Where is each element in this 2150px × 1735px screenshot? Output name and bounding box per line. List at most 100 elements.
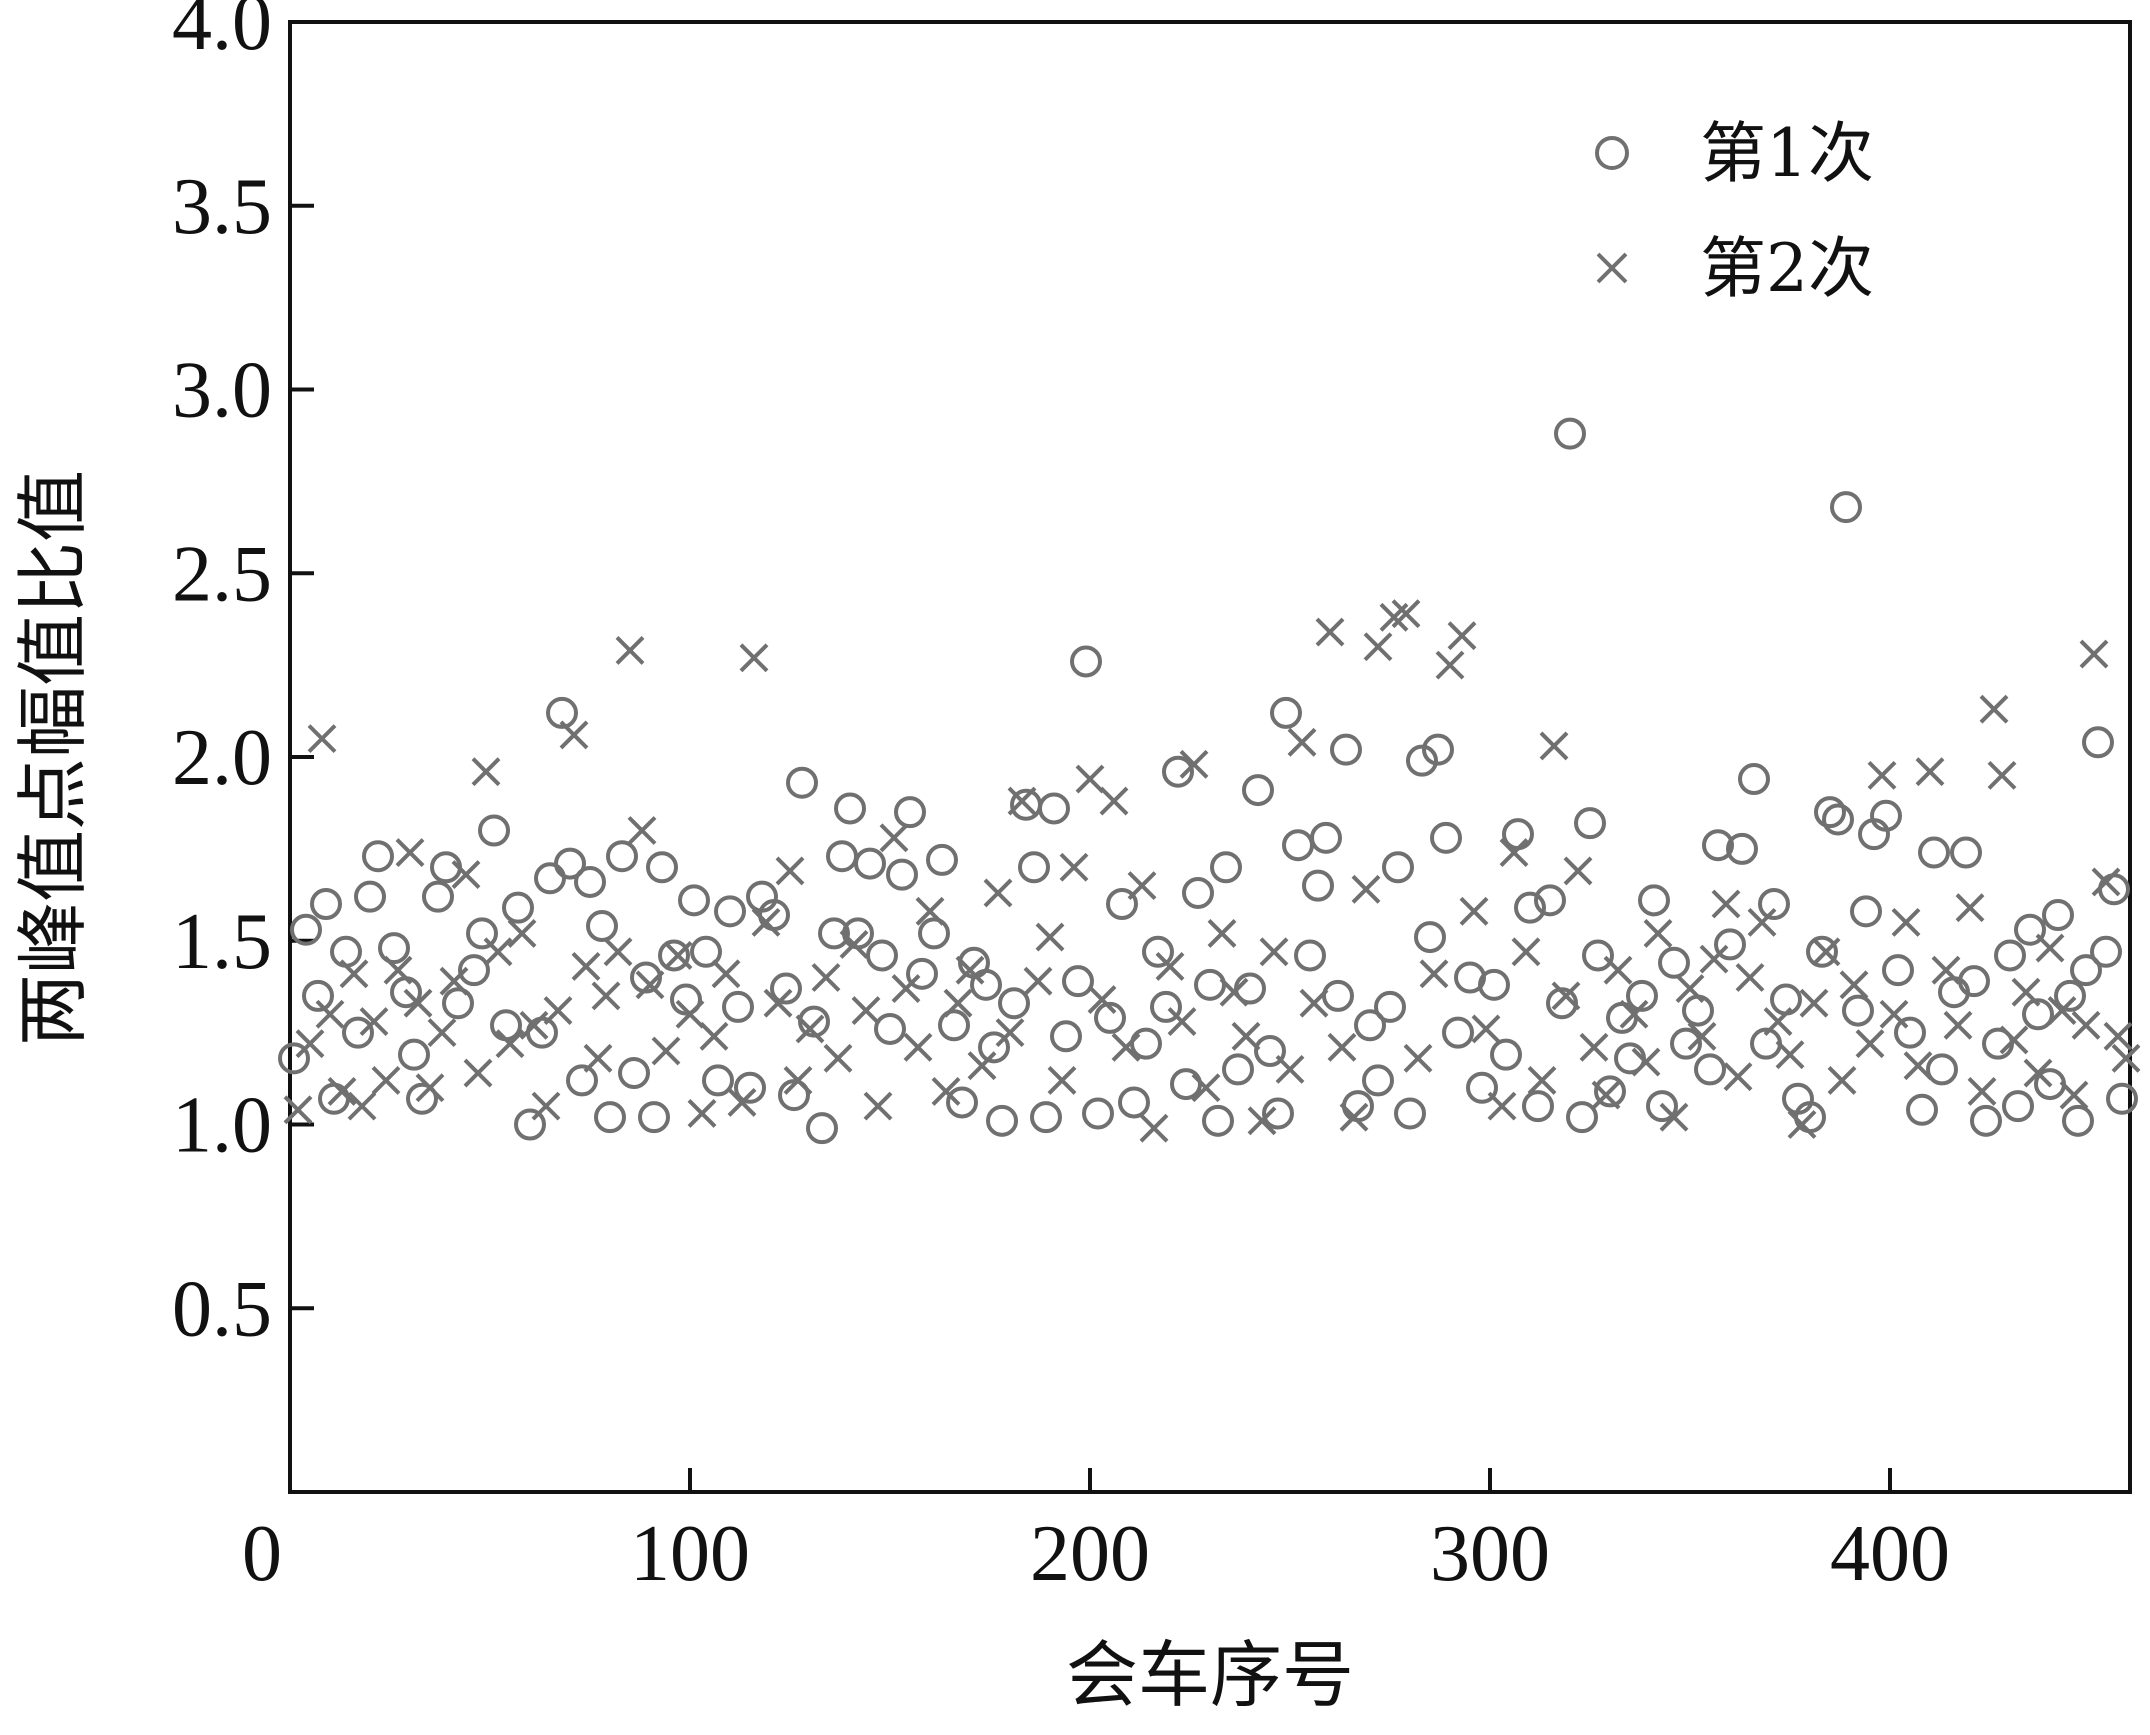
data-point-series-2	[811, 963, 841, 992]
data-point-series-1	[1302, 869, 1334, 902]
data-point-series-1	[1242, 774, 1274, 807]
data-point-series-2	[635, 970, 665, 1000]
data-point-series-2	[1339, 1102, 1369, 1132]
data-point-series-1	[586, 910, 618, 943]
data-point-series-2	[839, 930, 869, 959]
data-point-series-1	[342, 1016, 374, 1049]
data-point-series-1	[1822, 803, 1854, 836]
data-point-series-2	[1931, 955, 1961, 985]
legend-item-series-1: 第1次	[1595, 115, 1874, 192]
data-point-series-2	[1799, 988, 1829, 1018]
data-point-series-1	[1070, 645, 1102, 678]
data-point-series-2	[795, 1014, 825, 1044]
data-point-series-2	[1007, 786, 1037, 816]
data-point-series-1	[678, 884, 710, 917]
data-point-series-1	[362, 840, 394, 873]
data-point-series-2	[1675, 974, 1705, 1003]
data-point-series-2	[1219, 977, 1249, 1007]
data-point-series-1	[1310, 821, 1342, 854]
data-point-series-1	[734, 1071, 766, 1104]
data-point-series-2	[615, 636, 645, 665]
x-tick-label: 0	[242, 1510, 282, 1598]
data-point-series-1	[594, 1101, 626, 1134]
data-point-series-1	[1062, 965, 1094, 998]
data-point-series-1	[1850, 895, 1882, 928]
data-point-series-1	[2090, 935, 2122, 968]
data-point-series-2	[603, 937, 633, 967]
data-point-series-1	[1814, 796, 1846, 829]
data-point-series-2	[751, 907, 781, 937]
legend: 第1次 第2次	[1595, 115, 1874, 307]
data-point-series-2	[891, 974, 921, 1003]
x-tick-label: 100	[630, 1510, 750, 1598]
data-point-series-2	[295, 1029, 325, 1059]
data-point-series-2	[339, 959, 369, 989]
data-point-series-1	[1522, 1090, 1554, 1123]
data-point-series-1	[1094, 1001, 1126, 1034]
data-point-series-1	[1270, 696, 1302, 729]
data-point-series-2	[1735, 963, 1765, 992]
data-point-series-1	[422, 880, 454, 913]
data-point-series-2	[1351, 874, 1381, 904]
data-point-series-2	[1435, 650, 1465, 680]
data-point-series-1	[978, 1031, 1010, 1064]
data-point-series-1	[1430, 821, 1462, 854]
data-point-series-2	[347, 1091, 377, 1121]
data-point-series-1	[466, 917, 498, 950]
data-point-series-1	[714, 895, 746, 928]
data-point-series-1	[1638, 884, 1670, 917]
data-point-series-2	[1403, 1043, 1433, 1073]
data-point-series-2	[903, 1032, 933, 1062]
data-point-series-1	[1682, 994, 1714, 1027]
legend-cross-marker	[1596, 252, 1628, 284]
data-point-series-1	[1294, 939, 1326, 972]
data-point-series-2	[1299, 988, 1329, 1018]
data-point-series-1	[1726, 832, 1758, 865]
data-point-series-1	[1038, 792, 1070, 825]
data-point-series-2	[915, 896, 945, 926]
data-point-series-1	[1422, 733, 1454, 766]
data-point-series-2	[1471, 1014, 1501, 1044]
data-point-series-2	[1247, 1106, 1277, 1136]
data-point-series-2	[1127, 871, 1157, 901]
data-point-series-1	[1882, 954, 1914, 987]
data-point-series-1	[886, 858, 918, 891]
data-point-series-2	[1099, 786, 1129, 816]
data-point-series-1	[458, 954, 490, 987]
data-point-series-2	[1419, 959, 1449, 989]
data-point-series-2	[1787, 1110, 1817, 1139]
data-point-series-2	[495, 1029, 525, 1059]
data-point-series-1	[986, 1104, 1018, 1137]
data-point-series-2	[1139, 1113, 1169, 1143]
data-point-series-1	[1970, 1104, 2002, 1137]
data-point-series-2	[863, 1091, 893, 1121]
data-point-series-2	[823, 1043, 853, 1073]
data-point-series-2	[2047, 996, 2077, 1025]
data-point-series-2	[1579, 1032, 1609, 1062]
data-point-series-1	[638, 1101, 670, 1134]
data-point-series-2	[1619, 999, 1649, 1029]
data-point-series-1	[1170, 1068, 1202, 1101]
data-point-series-2	[519, 1010, 549, 1040]
data-point-series-2	[1987, 760, 2017, 790]
data-point-series-1	[1770, 983, 1802, 1016]
data-point-series-2	[931, 1077, 961, 1106]
data-point-series-1	[1906, 1093, 1938, 1126]
data-point-series-1	[1414, 921, 1446, 954]
x-tick-label: 300	[1430, 1510, 1550, 1598]
data-point-series-1	[2062, 1104, 2094, 1137]
data-point-series-2	[1775, 1040, 1805, 1070]
y-tick-label: 3.5	[172, 163, 272, 251]
data-point-series-2	[531, 1091, 561, 1121]
data-point-series-2	[383, 955, 413, 985]
data-point-series-1	[1758, 888, 1790, 920]
legend-label-series-1: 第1次	[1700, 115, 1874, 192]
data-point-series-1	[1030, 1101, 1062, 1134]
data-point-series-1	[646, 851, 678, 884]
data-point-series-2	[1891, 907, 1921, 937]
data-point-series-1	[546, 696, 578, 729]
data-point-series-2	[775, 856, 805, 886]
data-point-series-2	[1539, 731, 1569, 761]
data-point-series-1	[618, 1057, 650, 1090]
data-point-series-1	[946, 1086, 978, 1119]
